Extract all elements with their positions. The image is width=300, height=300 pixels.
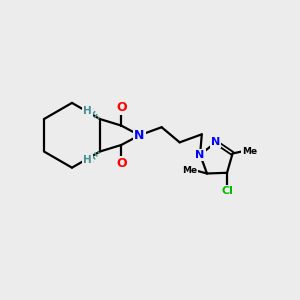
Text: H: H [83,155,92,165]
Text: H: H [83,106,92,116]
Text: Cl: Cl [221,186,233,196]
Text: O: O [116,157,127,170]
Text: N: N [211,137,220,147]
Text: N: N [134,129,145,142]
Text: Me: Me [183,166,198,175]
Text: N: N [196,150,205,160]
Text: O: O [116,101,127,114]
Text: Me: Me [242,147,257,156]
